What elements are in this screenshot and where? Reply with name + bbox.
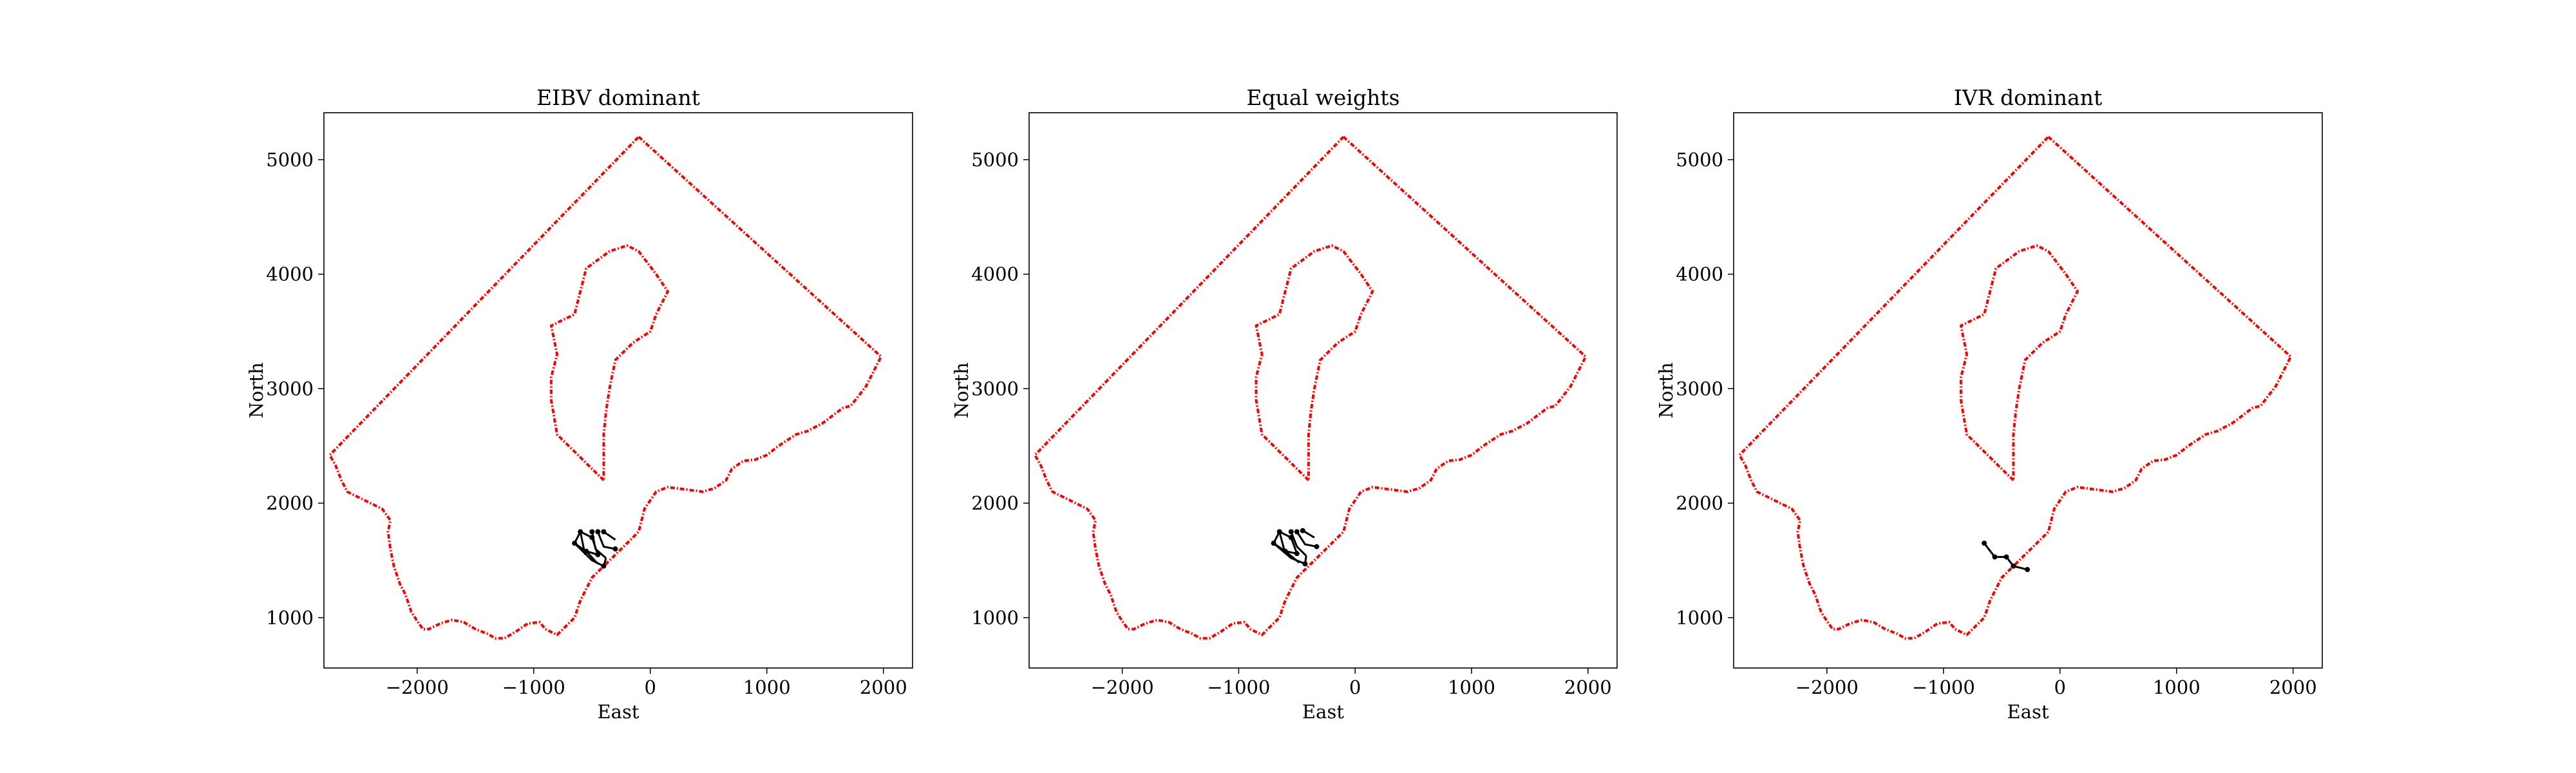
- boundary-outer: [328, 135, 883, 640]
- chart-panel-1: EIBV dominant −2000 −1000 0 1000 2000 1000 2000…: [245, 85, 913, 723]
- y-tick-label: 3000: [1676, 377, 1723, 399]
- plot-area: [1738, 135, 2293, 640]
- x-tick-label: 2000: [1564, 676, 1612, 698]
- x-tick-label: 2000: [860, 676, 907, 698]
- y-tick-label: 1000: [266, 607, 314, 629]
- y-tick-label: 2000: [971, 492, 1019, 514]
- y-tick-label: 3000: [266, 377, 314, 399]
- x-tick-label: 1000: [2153, 676, 2201, 698]
- x-tick-label: −2000: [1091, 676, 1154, 698]
- chart-title: EIBV dominant: [536, 85, 700, 110]
- x-tick-label: 0: [1349, 676, 1361, 698]
- path-point: [583, 548, 589, 554]
- path-point: [1276, 529, 1282, 535]
- x-tick-label: 0: [2054, 676, 2066, 698]
- path-point: [572, 540, 578, 546]
- boundary-island: [549, 244, 669, 481]
- path-point: [1282, 548, 1288, 554]
- path-segment: [596, 531, 616, 550]
- x-tick-label: −1000: [1912, 676, 1975, 698]
- path-segment: [1284, 550, 1300, 564]
- chart-panel-2: Equal weights −2000 −1000 0 1000 2000 1000 2000…: [951, 85, 1618, 723]
- x-tick-label: 1000: [1448, 676, 1495, 698]
- path-point: [601, 563, 607, 569]
- y-tick-label: 5000: [971, 149, 1019, 171]
- chart-title: Equal weights: [1246, 85, 1399, 110]
- x-tick-label: −1000: [1207, 676, 1270, 698]
- path-point: [595, 552, 601, 558]
- path-point: [1288, 535, 1294, 540]
- path-point: [1300, 528, 1305, 533]
- x-tick-label: −2000: [386, 676, 449, 698]
- y-tick-label: 1000: [971, 607, 1019, 629]
- path-point: [589, 529, 595, 535]
- x-tick-label: −2000: [1795, 676, 1859, 698]
- x-tick-label: 1000: [743, 676, 791, 698]
- y-tick-label: 1000: [1676, 607, 1723, 629]
- axes-frame: [1028, 112, 1618, 669]
- path-point: [1982, 540, 1987, 546]
- path-point: [1294, 529, 1300, 535]
- boundary-outer: [1738, 135, 2293, 640]
- x-tick-label: 2000: [2269, 676, 2317, 698]
- path-point: [1314, 544, 1320, 549]
- boundary-outer: [1034, 135, 1587, 640]
- x-tick-label: 0: [645, 676, 656, 698]
- x-axis-label: East: [2007, 701, 2049, 723]
- boundary-island: [1959, 244, 2079, 481]
- y-tick-label: 2000: [1676, 492, 1723, 514]
- y-tick-label: 4000: [1676, 263, 1723, 285]
- path-point: [2011, 563, 2016, 569]
- y-axis-label: North: [951, 362, 972, 418]
- path-point: [589, 535, 595, 540]
- path-segment: [585, 550, 599, 565]
- axes-frame: [323, 112, 913, 669]
- plot-area: [1034, 135, 1587, 640]
- path-point: [612, 546, 618, 552]
- path-segment: [1296, 531, 1317, 548]
- path-point: [601, 529, 607, 535]
- path-point: [1294, 551, 1300, 557]
- x-axis-label: East: [598, 701, 639, 723]
- path-point: [2025, 567, 2031, 573]
- chart-panel-3: IVR dominant −2000 −1000 0 1000 2000 1000 2000 3…: [1655, 85, 2323, 723]
- y-axis-label: North: [245, 362, 267, 418]
- path-point: [595, 529, 601, 535]
- path-point: [578, 529, 583, 535]
- plot-area: [328, 135, 883, 640]
- path-point: [1992, 554, 1998, 560]
- path-point: [1271, 540, 1276, 546]
- y-tick-label: 4000: [971, 263, 1019, 285]
- plots-group: EIBV dominant −2000 −1000 0 1000 2000 1000 2000…: [245, 85, 2323, 723]
- y-tick-label: 4000: [266, 263, 314, 285]
- boundary-island: [1255, 244, 1374, 481]
- y-axis-label: North: [1655, 362, 1677, 418]
- y-tick-label: 3000: [971, 377, 1019, 399]
- path-point: [2003, 554, 2009, 560]
- chart-title: IVR dominant: [1954, 85, 2102, 110]
- x-axis-label: East: [1302, 701, 1344, 723]
- axes-frame: [1733, 112, 2323, 669]
- y-tick-label: 5000: [266, 149, 314, 171]
- path-point: [1288, 529, 1294, 535]
- path-point: [1302, 561, 1308, 567]
- y-tick-label: 5000: [1676, 149, 1723, 171]
- y-tick-label: 2000: [266, 492, 314, 514]
- x-tick-label: −1000: [502, 676, 565, 698]
- path-segment: [1273, 542, 1307, 565]
